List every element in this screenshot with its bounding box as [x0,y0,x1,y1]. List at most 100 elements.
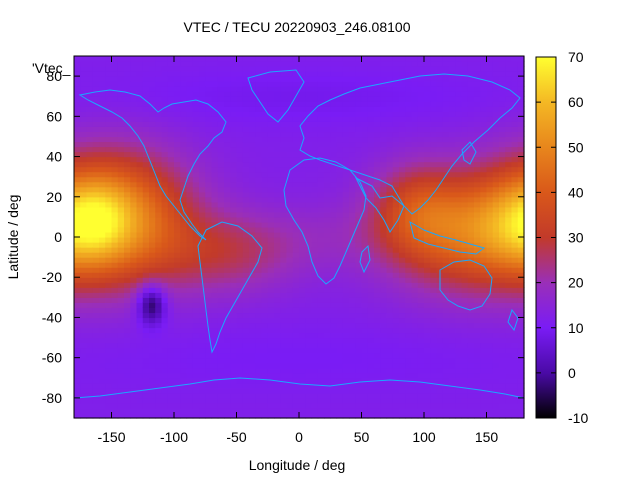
heatmap-cell [274,327,281,334]
heatmap-cell [80,66,88,72]
heatmap-cell [424,407,431,414]
heatmap-cell [292,302,300,308]
heatmap-cell [430,156,438,163]
heatmap-cell [149,252,156,258]
heatmap-cell [455,257,463,263]
heatmap-cell [305,327,313,334]
heatmap-cell [349,372,356,379]
heatmap-cell [149,136,156,143]
heatmap-cell [192,322,200,329]
heatmap-cell [311,221,319,228]
heatmap-cell [199,186,206,193]
heatmap-cell [336,317,344,324]
heatmap-cell [424,252,431,258]
heatmap-cell [455,191,463,198]
heatmap-cell [455,362,463,369]
heatmap-cell [455,317,463,324]
heatmap-cell [324,171,331,178]
heatmap-cell [142,412,150,419]
heatmap-cell [99,332,106,339]
heatmap-cell [399,312,406,319]
heatmap-cell [392,101,400,107]
heatmap-cell [236,392,244,399]
heatmap-cell [292,252,300,258]
heatmap-cell [299,357,306,364]
heatmap-cell [474,216,481,223]
heatmap-cell [80,151,88,158]
heatmap-cell [355,347,363,354]
heatmap-cell [492,146,500,153]
heatmap-cell [405,252,413,258]
heatmap-cell [442,126,450,133]
heatmap-cell [392,277,400,283]
heatmap-cell [249,357,256,364]
heatmap-cell [224,347,231,354]
heatmap-cell [255,191,263,198]
heatmap-cell [474,66,481,72]
heatmap-cell [217,387,225,394]
heatmap-cell [99,402,106,409]
heatmap-cell [392,407,400,414]
heatmap-cell [305,116,313,122]
heatmap-cell [236,237,244,243]
heatmap-cell [324,257,331,263]
heatmap-cell [186,392,194,399]
heatmap-cell [349,357,356,364]
heatmap-cell [317,322,325,329]
heatmap-cell [117,332,125,339]
heatmap-cell [324,211,331,218]
heatmap-cell [380,337,388,344]
heatmap-cell [442,332,450,339]
heatmap-cell [424,367,431,374]
heatmap-cell [399,372,406,379]
heatmap-cell [242,91,250,97]
heatmap-cell [130,176,138,183]
heatmap-cell [499,282,506,288]
heatmap-cell [355,81,363,87]
heatmap-cell [467,367,475,374]
heatmap-cell [99,352,106,359]
heatmap-cell [167,277,175,283]
heatmap-cell [317,106,325,112]
heatmap-cell [499,387,506,394]
heatmap-cell [236,126,244,133]
heatmap-cell [467,297,475,303]
heatmap-cell [499,367,506,374]
heatmap-cell [492,397,500,404]
heatmap-cell [217,101,225,107]
heatmap-cell [236,377,244,384]
heatmap-cell [455,252,463,258]
heatmap-cell [74,81,81,87]
heatmap-cell [449,86,456,92]
heatmap-cell [136,312,144,319]
heatmap-cell [374,101,381,107]
heatmap-cell [92,402,100,409]
heatmap-cell [455,337,463,344]
heatmap-cell [92,272,100,278]
heatmap-cell [161,216,169,223]
heatmap-cell [467,61,475,67]
heatmap-cell [317,231,325,238]
heatmap-cell [449,382,456,389]
heatmap-cell [424,71,431,77]
heatmap-cell [492,121,500,127]
heatmap-cell [336,81,344,87]
heatmap-cell [361,312,369,319]
heatmap-cell [449,161,456,168]
heatmap-cell [199,211,206,218]
heatmap-cell [136,166,144,173]
heatmap-cell [136,91,144,97]
heatmap-cell [105,66,113,72]
heatmap-cell [274,71,281,77]
heatmap-cell [192,262,200,268]
heatmap-cell [380,297,388,303]
heatmap-cell [305,297,313,303]
heatmap-cell [386,111,394,117]
heatmap-cell [499,357,506,364]
heatmap-cell [205,71,213,77]
heatmap-cell [74,71,81,77]
heatmap-cell [342,151,350,158]
heatmap-cell [299,337,306,344]
heatmap-cell [405,201,413,208]
heatmap-cell [224,362,231,369]
